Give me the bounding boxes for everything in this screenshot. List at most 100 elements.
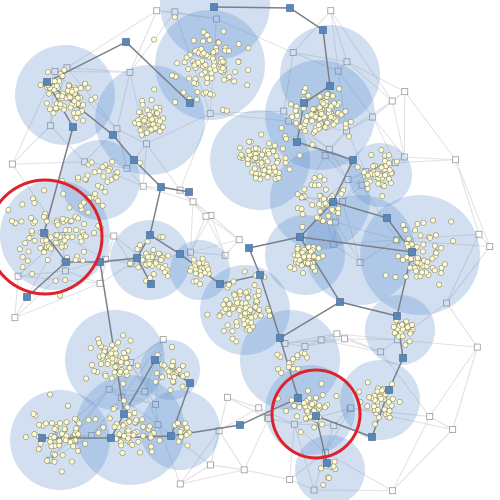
data-point [125, 435, 132, 442]
background-edge [179, 464, 211, 485]
data-point [144, 238, 151, 245]
data-point [165, 368, 172, 375]
data-point [47, 438, 54, 445]
data-point [374, 407, 381, 413]
data-point [100, 352, 106, 359]
data-point [248, 314, 255, 321]
data-point [123, 368, 130, 375]
data-point [272, 168, 279, 175]
background-node [443, 299, 451, 307]
data-point [302, 128, 309, 135]
tree-node [319, 26, 327, 34]
background-edge [227, 396, 259, 409]
data-point [424, 259, 431, 265]
background-edge [293, 52, 347, 63]
background-node [356, 258, 364, 266]
background-node [8, 160, 16, 168]
data-point [80, 117, 87, 124]
data-point [99, 164, 106, 170]
data-point [61, 237, 68, 244]
background-edge [12, 161, 85, 165]
data-point [252, 155, 259, 161]
data-point [37, 82, 44, 88]
data-point [204, 32, 211, 39]
background-edge [335, 221, 397, 241]
data-point [151, 86, 158, 93]
data-point [402, 342, 409, 348]
background-node [475, 230, 483, 238]
data-point [229, 328, 236, 335]
data-point [165, 273, 171, 279]
tree-edge [43, 126, 74, 234]
data-point [210, 49, 217, 56]
tree-node [43, 78, 51, 86]
data-point [230, 305, 236, 312]
data-point [386, 407, 393, 414]
data-point [235, 41, 242, 48]
data-point [175, 438, 182, 445]
data-point [305, 387, 311, 394]
background-node [473, 343, 481, 351]
data-point [31, 200, 38, 206]
data-point [395, 253, 401, 260]
data-point [85, 417, 92, 423]
data-point [412, 227, 418, 234]
tree-node [120, 410, 128, 418]
data-point [190, 256, 197, 263]
tree-node [151, 356, 159, 364]
data-point [150, 246, 157, 253]
background-node [486, 243, 494, 250]
data-point [32, 218, 39, 225]
data-point [203, 79, 210, 86]
data-point [187, 267, 194, 274]
data-point [5, 207, 12, 213]
data-point [294, 245, 301, 252]
data-point [171, 14, 178, 21]
data-point [197, 272, 204, 279]
data-point [238, 151, 245, 158]
data-point [179, 383, 186, 390]
data-point [61, 426, 68, 432]
tree-node [38, 434, 46, 442]
data-point [430, 217, 437, 224]
data-point [378, 164, 385, 171]
data-point [320, 482, 327, 488]
data-point [54, 221, 61, 228]
background-edge [116, 128, 128, 169]
data-point [198, 71, 205, 78]
background-edge [157, 424, 211, 466]
background-edge [359, 239, 398, 263]
background-edge [129, 10, 158, 73]
data-point [399, 256, 406, 263]
data-point [406, 338, 413, 345]
background-edge [321, 179, 349, 202]
background-edge [210, 215, 240, 241]
background-edge [66, 10, 157, 69]
data-point [92, 416, 99, 423]
data-point [158, 256, 164, 263]
data-point [450, 238, 456, 244]
data-point [141, 117, 148, 124]
background-edge [328, 148, 349, 180]
data-point [109, 375, 115, 382]
background-edge [18, 270, 66, 277]
data-point [147, 434, 154, 441]
background-node [206, 110, 214, 117]
data-point [69, 88, 75, 95]
data-point [92, 191, 98, 197]
data-point [47, 391, 53, 398]
data-point [204, 74, 211, 81]
data-point [235, 59, 242, 65]
data-point [246, 327, 253, 334]
data-point [216, 313, 223, 320]
data-point [245, 67, 252, 73]
data-point [298, 194, 305, 201]
data-point [326, 475, 332, 481]
data-point [43, 218, 50, 225]
data-point [396, 398, 403, 405]
data-point [294, 352, 301, 359]
data-point [266, 312, 273, 319]
data-point [364, 180, 370, 187]
background-edge [391, 100, 405, 158]
background-node [333, 330, 341, 338]
